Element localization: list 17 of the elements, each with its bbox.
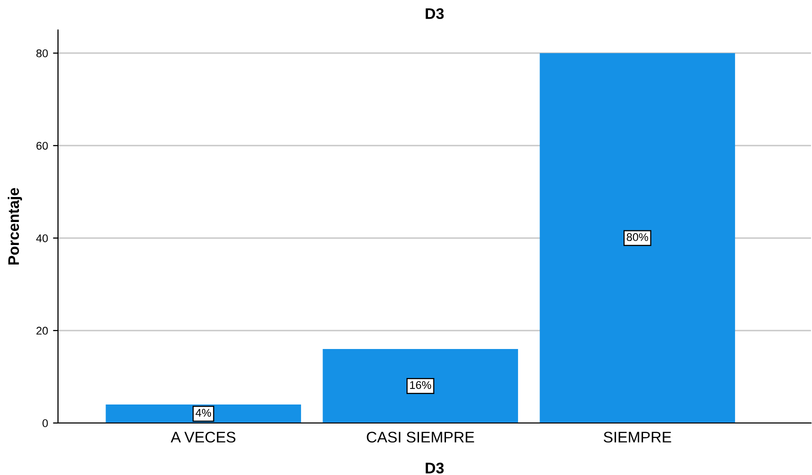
bar [322, 349, 518, 423]
bar [106, 404, 302, 423]
x-tick-label: A VECES [170, 432, 236, 443]
data-label: 16% [410, 381, 432, 389]
chart-title: D3 [426, 8, 444, 20]
bar [540, 53, 736, 423]
y-tick-label: 60 [36, 142, 48, 150]
x-tick-label: CASI SIEMPRE [366, 432, 474, 443]
y-tick-label: 40 [36, 234, 48, 242]
y-tick-label: 0 [42, 419, 48, 428]
y-tick-label: 80 [36, 49, 48, 58]
y-axis-title: Porcentaje [8, 188, 22, 265]
x-axis-title: D3 [426, 462, 444, 474]
x-tick-label: SIEMPRE [604, 432, 672, 443]
data-label: 80% [626, 233, 648, 242]
data-label: 4% [196, 408, 212, 417]
y-tick-label: 20 [36, 326, 48, 335]
